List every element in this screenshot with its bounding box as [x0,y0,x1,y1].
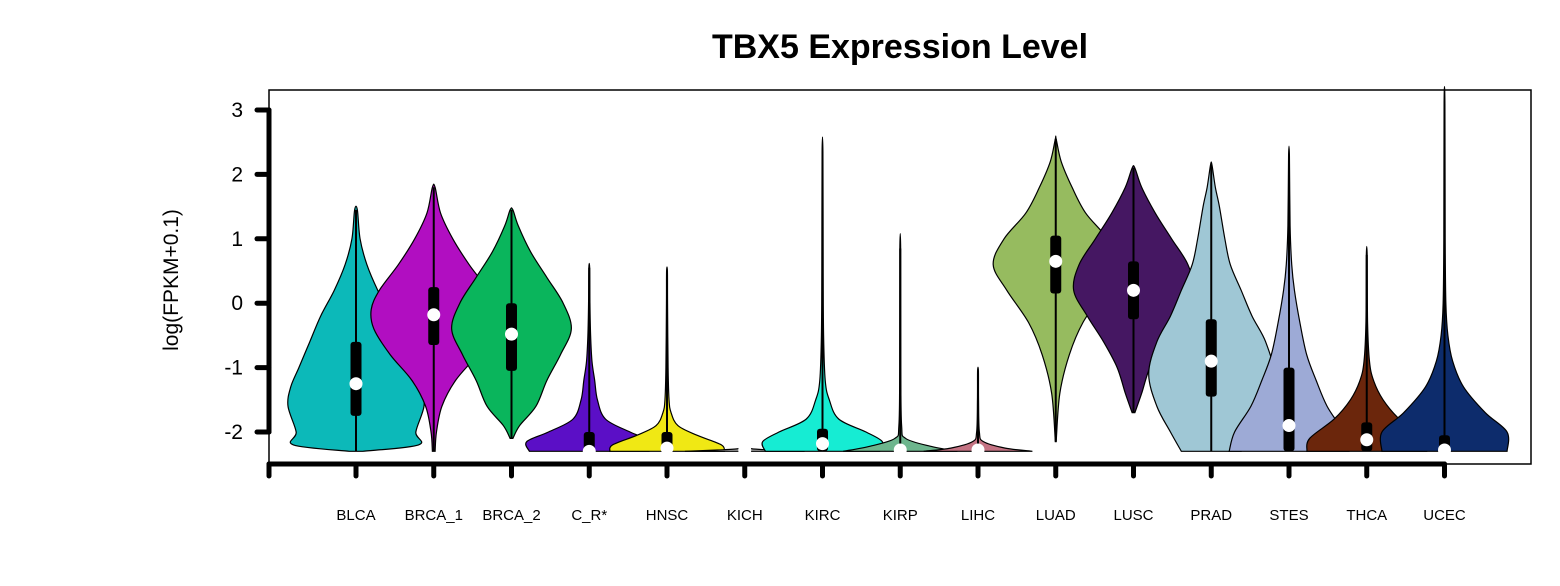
violin-median-point [582,444,596,458]
violin-iqr-box [1283,367,1295,452]
chart-title: TBX5 Expression Level [712,28,1088,66]
violin-kirp [843,232,958,457]
violin-median-point [349,377,363,391]
violin-stes [1228,145,1350,452]
violin-median-point [816,437,829,451]
violin-lihc [923,366,1033,457]
violin-median-point [1438,443,1451,457]
violin-median-point [1360,433,1374,447]
y-tick-label: 0 [231,292,243,315]
violin-lusc [1072,164,1195,414]
x-tick-label: KIRC [805,507,841,524]
y-axis-label: log(FPKM+0.1) [160,209,183,351]
x-tick-label: BRCA_2 [482,507,540,524]
x-tick-label: KICH [727,507,763,524]
x-tick-label: LIHC [961,507,995,524]
x-tick-label: KIRP [883,507,918,524]
violin-prad [1148,161,1275,452]
violin-median-point [1204,354,1218,368]
x-tick-label: BRCA_1 [405,507,463,524]
y-tick-label: -2 [224,421,243,444]
violin-c-r- [525,262,654,458]
violin-median-point [1282,419,1296,433]
x-tick-label: HNSC [646,507,689,524]
x-tick-label: THCA [1346,507,1387,524]
y-axis: 3 2 1 0 -1 -2 [224,99,272,444]
violin-median-point [505,327,518,341]
y-tick-label: 2 [231,163,243,186]
violin-median-point [893,443,907,457]
y-tick-label: 1 [231,228,243,251]
y-tick-label: -1 [224,357,243,380]
violin-median-point [1127,283,1140,297]
violins-group [287,86,1510,458]
x-tick-label: STES [1269,507,1308,524]
x-tick-label: UCEC [1423,507,1466,524]
x-tick-label: PRAD [1190,507,1232,524]
violin-hnsc [608,266,726,455]
violin-ucec [1379,86,1510,457]
violin-median-point [660,441,674,455]
x-tick-label: C_R* [571,507,607,524]
x-tick-label: LUSC [1113,507,1153,524]
y-tick-label: 3 [231,99,243,122]
violin-kirc [761,136,884,452]
violin-brca-2 [451,207,572,440]
x-axis: BLCA BRCA_1 BRCA_2 C_R* HNSC KICH KIRC KIRP LIHC… [266,461,1466,524]
violin-median-point [1049,254,1063,268]
violin-median-point [427,308,441,322]
violin-thca [1306,245,1428,452]
violin-median-point [971,443,985,457]
x-tick-label: LUAD [1036,507,1076,524]
x-tick-label: BLCA [336,507,375,524]
violin-median-point [738,443,752,457]
